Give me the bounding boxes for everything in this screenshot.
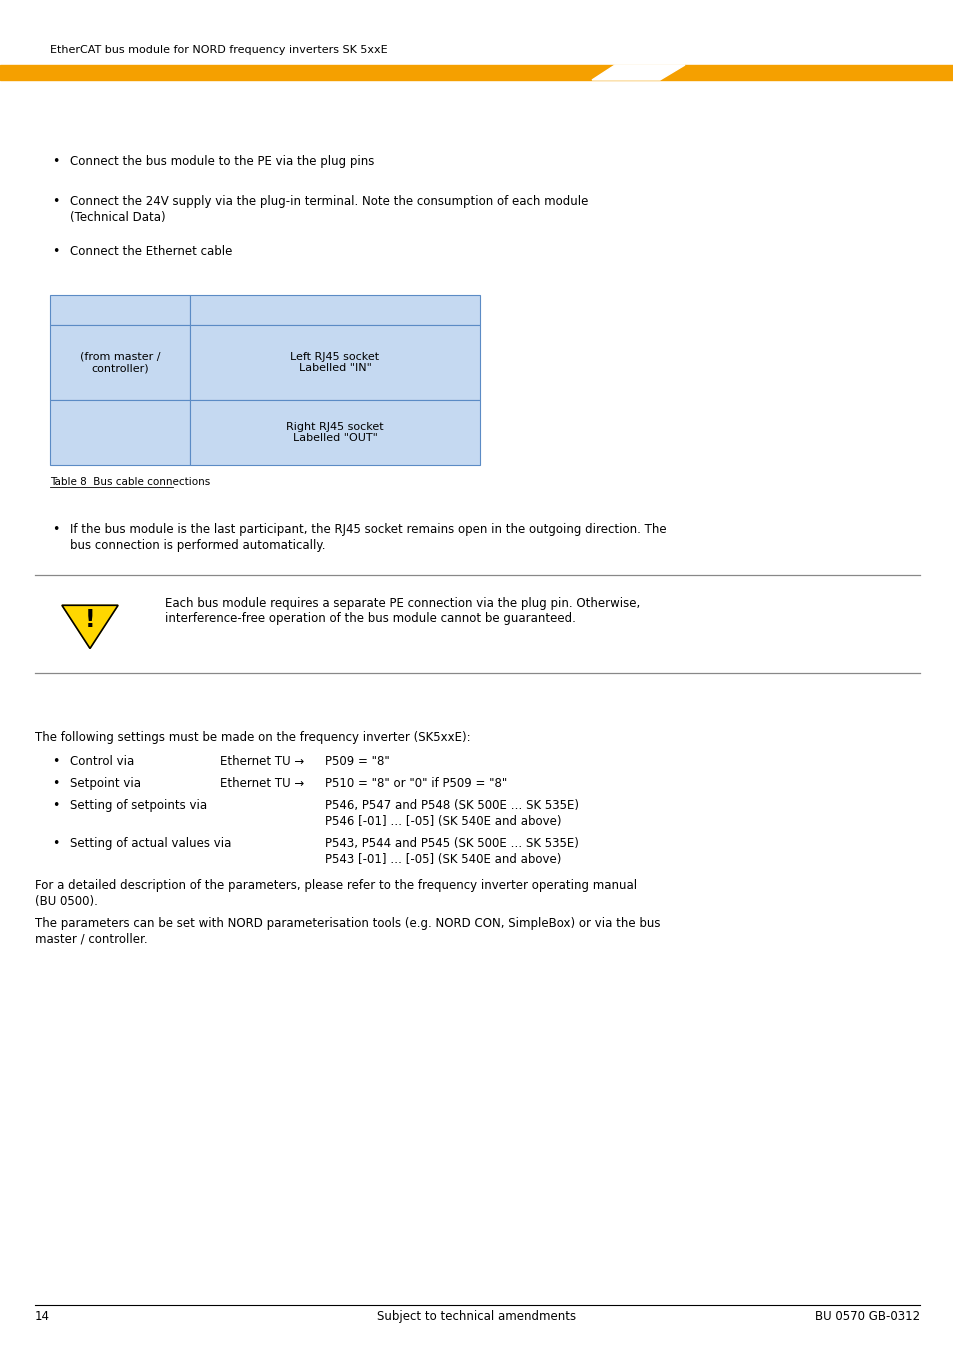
Text: bus connection is performed automatically.: bus connection is performed automaticall… [70, 539, 325, 552]
Text: P510 = "8" or "0" if P509 = "8": P510 = "8" or "0" if P509 = "8" [325, 778, 507, 790]
Text: The following settings must be made on the frequency inverter (SK5xxE):: The following settings must be made on t… [35, 730, 470, 744]
Text: Left RJ45 socket
Labelled "IN": Left RJ45 socket Labelled "IN" [290, 352, 379, 374]
Text: The parameters can be set with NORD parameterisation tools (e.g. NORD CON, Simpl: The parameters can be set with NORD para… [35, 917, 659, 930]
Bar [190, 400, 479, 464]
Text: •: • [52, 837, 59, 850]
Bar [50, 400, 190, 464]
Text: If the bus module is the last participant, the RJ45 socket remains open in the o: If the bus module is the last participan… [70, 522, 666, 536]
Bar [50, 325, 190, 400]
Text: Connect the bus module to the PE via the plug pins: Connect the bus module to the PE via the… [70, 155, 374, 167]
Text: Setting of setpoints via: Setting of setpoints via [70, 799, 207, 811]
Polygon shape [592, 65, 684, 80]
Text: •: • [52, 522, 59, 536]
Text: •: • [52, 194, 59, 208]
Text: •: • [52, 755, 59, 768]
Text: •: • [52, 799, 59, 811]
Text: (from master /
controller): (from master / controller) [80, 352, 160, 374]
Text: Each bus module requires a separate PE connection via the plug pin. Otherwise,
i: Each bus module requires a separate PE c… [165, 597, 639, 625]
Text: master / controller.: master / controller. [35, 933, 148, 946]
Text: Subject to technical amendments: Subject to technical amendments [377, 1310, 576, 1323]
Text: BU 0570 GB-0312: BU 0570 GB-0312 [814, 1310, 919, 1323]
Text: Connect the Ethernet cable: Connect the Ethernet cable [70, 244, 233, 258]
Text: !: ! [85, 608, 95, 632]
Text: P509 = "8": P509 = "8" [325, 755, 390, 768]
Text: P546 [-01] … [-05] (SK 540E and above): P546 [-01] … [-05] (SK 540E and above) [325, 815, 561, 828]
Text: Control via: Control via [70, 755, 134, 768]
Text: P543, P544 and P545 (SK 500E … SK 535E): P543, P544 and P545 (SK 500E … SK 535E) [325, 837, 578, 850]
Text: Ethernet TU →: Ethernet TU → [220, 778, 304, 790]
Bar [0, 65, 953, 80]
Text: (BU 0500).: (BU 0500). [35, 895, 98, 909]
Text: EtherCAT bus module for NORD frequency inverters SK 5xxE: EtherCAT bus module for NORD frequency i… [50, 45, 387, 55]
Bar [190, 296, 479, 325]
Text: Setpoint via: Setpoint via [70, 778, 141, 790]
Text: For a detailed description of the parameters, please refer to the frequency inve: For a detailed description of the parame… [35, 879, 637, 892]
Text: •: • [52, 155, 59, 167]
Text: Table 8  Bus cable connections: Table 8 Bus cable connections [50, 477, 210, 487]
Text: •: • [52, 244, 59, 258]
Polygon shape [62, 605, 118, 648]
Text: •: • [52, 778, 59, 790]
Text: P543 [-01] … [-05] (SK 540E and above): P543 [-01] … [-05] (SK 540E and above) [325, 853, 560, 865]
Text: Setting of actual values via: Setting of actual values via [70, 837, 232, 850]
Bar [190, 325, 479, 400]
Bar [50, 296, 190, 325]
Text: Right RJ45 socket
Labelled "OUT": Right RJ45 socket Labelled "OUT" [286, 421, 383, 443]
Text: P546, P547 and P548 (SK 500E … SK 535E): P546, P547 and P548 (SK 500E … SK 535E) [325, 799, 578, 811]
Text: Connect the 24V supply via the plug-in terminal. Note the consumption of each mo: Connect the 24V supply via the plug-in t… [70, 194, 588, 208]
Text: (Technical Data): (Technical Data) [70, 211, 166, 224]
Text: Ethernet TU →: Ethernet TU → [220, 755, 304, 768]
Text: 14: 14 [35, 1310, 50, 1323]
